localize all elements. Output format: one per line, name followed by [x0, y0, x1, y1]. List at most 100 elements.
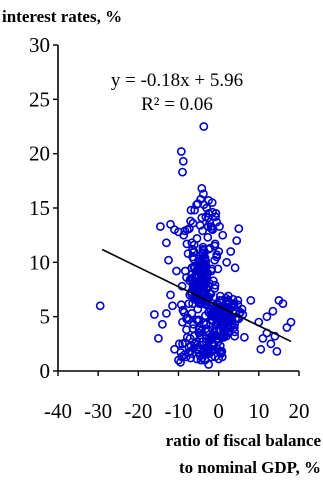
- data-point: [198, 263, 208, 273]
- data-point: [286, 317, 296, 327]
- data-point: [206, 310, 215, 319]
- data-point: [232, 236, 242, 245]
- x-tick-label: -40: [44, 399, 72, 423]
- axes-layer: 0 5 10 15 20 25 30 -40 -30 -20 -10 0 10 20: [29, 33, 310, 423]
- data-point: [203, 232, 213, 242]
- data-point: [237, 304, 247, 314]
- x-tick-label: -30: [84, 399, 112, 423]
- data-point: [164, 255, 173, 265]
- data-point: [157, 319, 167, 329]
- data-point: [207, 264, 217, 274]
- data-point: [215, 313, 225, 323]
- data-point: [272, 346, 282, 356]
- data-point: [188, 252, 197, 262]
- data-point: [217, 315, 227, 325]
- x-tick-label: -10: [165, 399, 193, 423]
- data-point: [194, 270, 203, 280]
- x-tick-label: -20: [124, 399, 152, 423]
- data-point: [239, 332, 249, 342]
- data-point: [199, 200, 209, 210]
- y-tick-label: 0: [40, 359, 51, 383]
- y-tick-label: 10: [29, 250, 50, 274]
- data-point: [180, 266, 190, 276]
- data-point: [196, 326, 206, 336]
- data-point: [204, 307, 213, 317]
- y-axis-title: interest rates, %: [2, 7, 122, 26]
- data-point: [230, 331, 240, 341]
- data-point: [205, 243, 215, 253]
- regression-equation: y = -0.18x + 5.96: [111, 70, 243, 91]
- x-axis-title-line-2: to nominal GDP, %: [179, 458, 321, 477]
- data-point: [188, 278, 198, 288]
- data-point: [282, 323, 292, 332]
- data-point: [184, 299, 194, 308]
- x-tick-label: 10: [248, 399, 269, 423]
- data-point: [188, 299, 197, 308]
- x-axis-title-line-1: ratio of fiscal balance: [166, 431, 322, 450]
- data-point: [218, 230, 228, 240]
- data-point: [180, 338, 190, 348]
- y-tick-label: 15: [29, 196, 50, 220]
- data-point: [223, 295, 233, 305]
- data-point: [197, 213, 207, 223]
- data-point: [197, 183, 207, 193]
- data-point: [198, 226, 207, 236]
- data-point: [227, 321, 236, 331]
- data-point: [246, 295, 256, 305]
- data-point: [176, 357, 185, 367]
- data-point: [199, 280, 209, 290]
- data-point: [190, 339, 199, 349]
- data-point: [149, 310, 159, 319]
- data-point: [168, 301, 177, 311]
- data-point: [193, 304, 203, 314]
- data-point: [193, 316, 203, 326]
- data-point: [215, 222, 224, 231]
- data-point: [207, 198, 217, 207]
- data-point: [201, 324, 211, 333]
- data-point: [172, 266, 181, 276]
- data-point: [198, 272, 207, 281]
- data-point: [210, 255, 220, 265]
- data-point: [226, 247, 236, 256]
- data-point: [178, 156, 188, 166]
- y-tick-label: 5: [40, 305, 51, 329]
- data-point: [189, 283, 199, 293]
- data-point: [234, 224, 244, 233]
- data-point: [197, 299, 207, 308]
- data-point: [186, 346, 195, 356]
- data-point: [201, 343, 211, 353]
- data-point: [207, 339, 217, 349]
- trend-layer: [101, 248, 292, 343]
- y-tick-label: 25: [29, 87, 50, 111]
- y-tick-label: 20: [29, 142, 50, 166]
- data-point: [208, 225, 217, 235]
- data-point: [189, 240, 199, 250]
- data-point: [210, 239, 220, 249]
- data-point: [197, 254, 207, 264]
- y-tick-label: 30: [29, 33, 50, 57]
- data-point: [196, 270, 206, 280]
- data-point: [225, 298, 234, 307]
- regression-line: [101, 248, 292, 343]
- data-point: [204, 278, 214, 288]
- data-point: [211, 212, 220, 222]
- data-point: [178, 317, 187, 327]
- data-point: [262, 312, 272, 322]
- data-point: [179, 307, 189, 317]
- data-point: [184, 224, 194, 233]
- data-point: [176, 147, 186, 156]
- data-point: [199, 122, 209, 131]
- data-point: [201, 212, 211, 222]
- r-squared: R² = 0.06: [141, 94, 213, 115]
- data-point: [256, 344, 266, 354]
- data-point: [178, 167, 187, 177]
- data-point: [214, 354, 224, 364]
- data-point: [200, 355, 210, 365]
- data-point: [278, 299, 288, 308]
- data-point: [193, 199, 203, 209]
- data-point: [208, 276, 218, 286]
- points-layer: [95, 122, 296, 369]
- data-point: [186, 205, 196, 215]
- x-tick-label: 0: [213, 399, 224, 423]
